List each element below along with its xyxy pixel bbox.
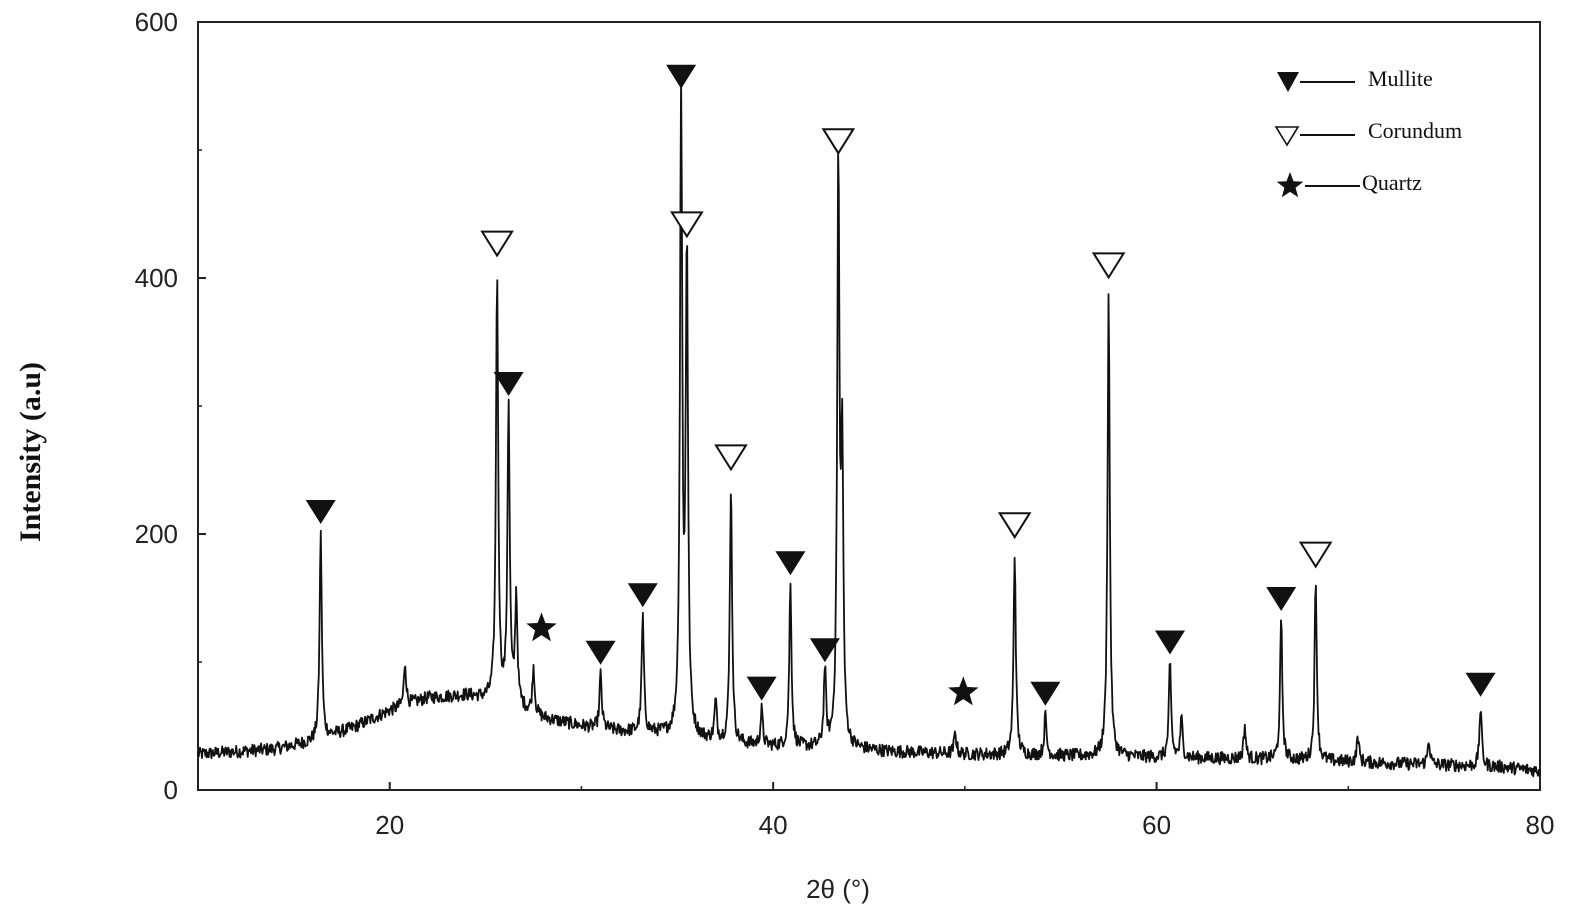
legend-quartz-marker — [1276, 172, 1304, 198]
axis-ticks — [197, 21, 1541, 791]
quartz-peak-marker — [948, 676, 979, 706]
corundum-peak-marker — [670, 211, 704, 239]
x-tick-label: 80 — [1526, 810, 1555, 840]
mullite-peak-marker — [746, 676, 777, 701]
legend-corundum-label: Corundum — [1368, 118, 1462, 143]
corundum-peak-marker — [821, 128, 856, 156]
corundum-peak-marker — [1298, 541, 1333, 569]
legend-mullite-marker — [1277, 72, 1299, 92]
legend-mullite-label: Mullite — [1368, 66, 1433, 91]
xrd-pattern-line — [197, 72, 1541, 778]
corundum-peak-marker — [1091, 252, 1126, 280]
x-tick-label: 40 — [759, 810, 788, 840]
mullite-peak-marker — [666, 64, 697, 89]
x-axis-title: 2θ (°) — [806, 874, 870, 904]
y-tick-label: 200 — [135, 519, 178, 549]
mullite-peak-marker — [627, 583, 658, 608]
corundum-peak-marker — [997, 512, 1032, 540]
y-axis-title: Intensity (a.u) — [14, 362, 47, 542]
x-tick-label: 60 — [1142, 810, 1171, 840]
legend: Mullite Corundum Quartz — [1274, 66, 1462, 198]
mullite-peak-marker — [1465, 672, 1496, 697]
mullite-peak-marker — [1154, 630, 1185, 655]
axis-tick-labels: 20 40 60 80 0 200 400 600 — [135, 7, 1555, 840]
legend-quartz-label: Quartz — [1362, 170, 1422, 195]
y-tick-label: 0 — [164, 775, 178, 805]
corundum-peak-marker — [714, 444, 748, 472]
quartz-peak-marker — [526, 612, 557, 642]
mullite-peak-marker — [1030, 681, 1061, 706]
corundum-peak-marker — [480, 230, 514, 258]
y-tick-label: 400 — [135, 263, 178, 293]
mullite-peak-marker — [305, 500, 336, 524]
legend-corundum-marker — [1274, 126, 1300, 147]
y-tick-label: 600 — [135, 7, 178, 37]
mullite-peak-marker — [493, 372, 524, 396]
mullite-peak-marker — [809, 638, 840, 663]
phase-markers — [305, 64, 1496, 706]
mullite-peak-marker — [1266, 587, 1297, 612]
mullite-peak-marker — [775, 551, 806, 576]
plot-area — [197, 21, 1541, 791]
x-tick-label: 20 — [375, 810, 404, 840]
mullite-peak-marker — [585, 640, 616, 665]
